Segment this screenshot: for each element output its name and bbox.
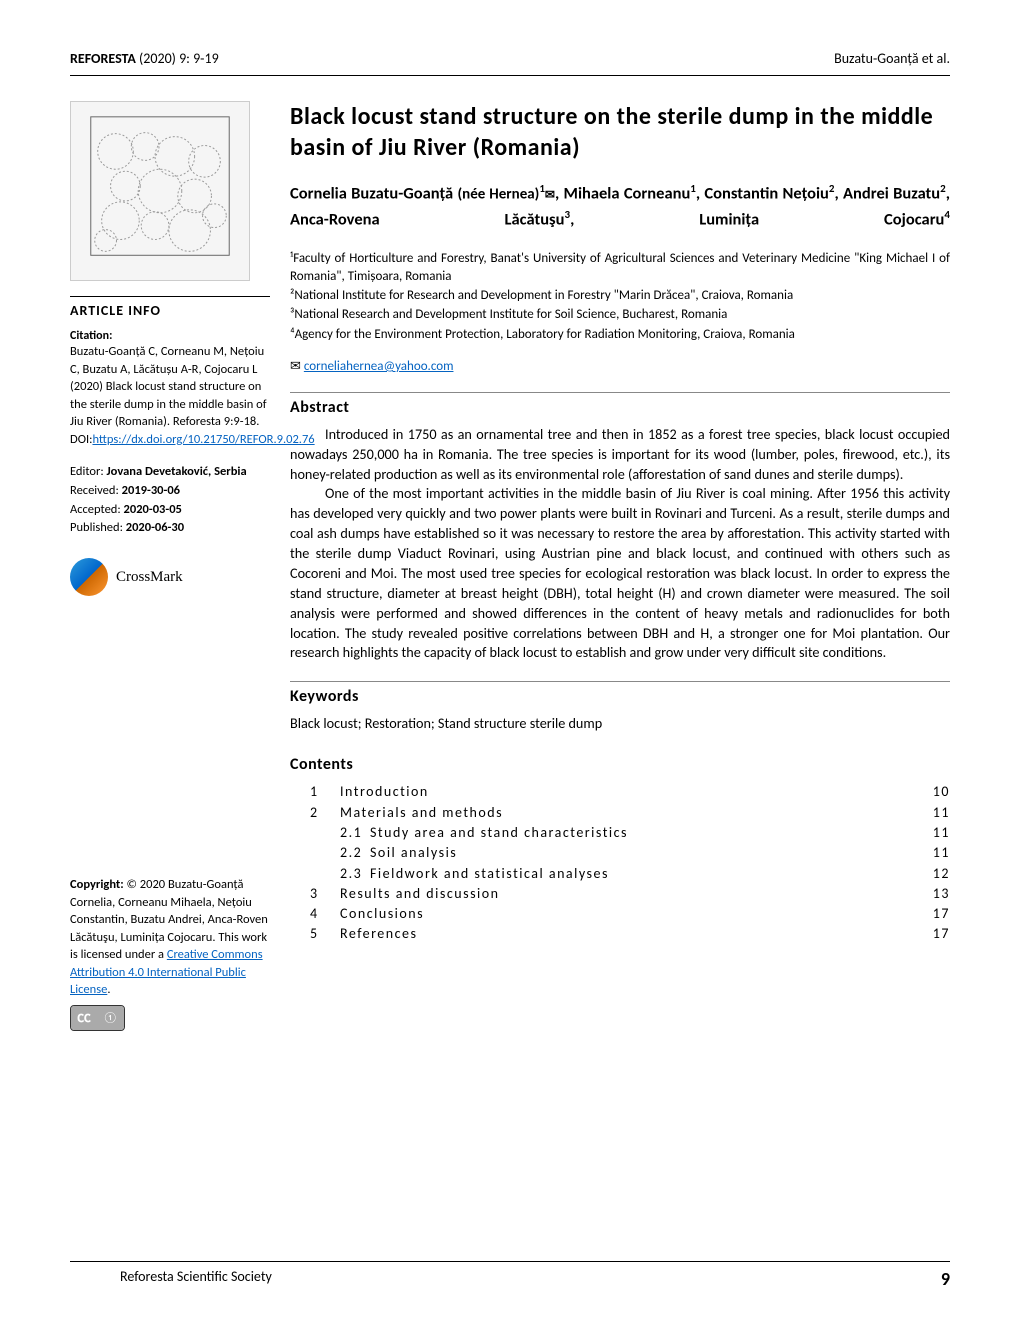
contents-title: Introduction [340,782,910,802]
affiliation-2: ²National Institute for Research and Dev… [290,287,950,305]
keywords: Black locust; Restoration; Stand structu… [290,714,950,732]
contents-row: 2.1 Study area and stand characteristics… [290,823,950,843]
contents-row: 2 Materials and methods 11 [290,803,950,823]
main-container: ARTICLE INFO Citation: Buzatu-Goanță C, … [70,101,950,1031]
contents-page: 13 [910,884,950,904]
contents-page: 11 [910,803,950,823]
editorial-block: Editor: Jovana Devetaković, Serbia Recei… [70,463,270,538]
affiliation-4: ⁴Agency for the Environment Protection, … [290,326,950,344]
affiliation-1: ¹Faculty of Horticulture and Forestry, B… [290,250,950,286]
abstract-p2: One of the most important activities in … [290,484,950,663]
cc-person-icon: ① [97,1006,124,1030]
contents-title: Conclusions [340,904,910,924]
content: Black locust stand structure on the ster… [290,101,950,1031]
accepted-date: 2020-03-05 [124,502,182,517]
authors: Cornelia Buzatu-Goanță (née Hernea)1✉, M… [290,181,950,232]
sidebar: ARTICLE INFO Citation: Buzatu-Goanță C, … [70,101,270,1031]
contents-subnum: 2.2 [290,843,370,863]
contents-subnum: 2.3 [290,864,370,884]
journal-name: REFORESTA [70,50,136,67]
citation-label: Citation: [70,329,270,343]
citation-block: Buzatu-Goanță C, Corneanu M, Nețoiu C, B… [70,343,270,448]
header-left: REFORESTA (2020) 9: 9-19 [70,50,219,67]
contents-list: 1 Introduction 10 2 Materials and method… [290,782,950,944]
contents-num: 2 [290,803,340,823]
abstract: Introduced in 1750 as an ornamental tree… [290,425,950,664]
contents-title: References [340,924,910,944]
editor-label: Editor: [70,464,107,479]
editor-name: Jovana Devetaković, Serbia [107,464,247,479]
contents-num: 5 [290,924,340,944]
contents-subnum: 2.1 [290,823,370,843]
corresponding-email: ✉ corneliahernea@yahoo.com [290,359,950,374]
keywords-heading: Keywords [290,681,950,706]
header-authors: Buzatu-Goanță et al. [834,50,950,67]
contents-title: Study area and stand characteristics [370,823,910,843]
abstract-heading: Abstract [290,392,950,417]
received-date: 2019-30-06 [122,483,180,498]
cc-icon: ㏄ [71,1006,97,1030]
published-date: 2020-06-30 [126,520,184,535]
contents-title: Soil analysis [370,843,910,863]
footer-page: 9 [941,1268,950,1290]
contents-row: 3 Results and discussion 13 [290,884,950,904]
contents-num: 1 [290,782,340,802]
contents-row: 2.2 Soil analysis 11 [290,843,950,863]
header-citation: (2020) 9: 9-19 [136,50,219,67]
contents-title: Fieldwork and statistical analyses [370,864,910,884]
contents-row: 2.3 Fieldwork and statistical analyses 1… [290,864,950,884]
crossmark[interactable]: CrossMark [70,558,270,596]
contents-page: 11 [910,823,950,843]
footer-society: Reforesta Scientific Society [70,1268,272,1290]
contents-page: 10 [910,782,950,802]
contents-title: Results and discussion [340,884,910,904]
contents-page: 11 [910,843,950,863]
article-info-label: ARTICLE INFO [70,296,270,319]
article-title: Black locust stand structure on the ster… [290,101,950,163]
affiliations: ¹Faculty of Horticulture and Forestry, B… [290,250,950,344]
published-label: Published: [70,520,126,535]
contents-row: 5 References 17 [290,924,950,944]
crossmark-text: CrossMark [116,569,183,586]
contents-page: 17 [910,904,950,924]
email-link[interactable]: corneliahernea@yahoo.com [304,359,454,374]
copyright-block: Copyright: © 2020 Buzatu-Goanță Cornelia… [70,876,270,1031]
contents-page: 17 [910,924,950,944]
accepted-label: Accepted: [70,502,124,517]
doi-link[interactable]: https://dx.doi.org/10.21750/REFOR.9.02.7… [92,432,314,447]
contents-row: 4 Conclusions 17 [290,904,950,924]
contents-row: 1 Introduction 10 [290,782,950,802]
graphical-abstract-thumb [70,101,250,281]
contents-heading: Contents [290,750,950,774]
contents-title: Materials and methods [340,803,910,823]
contents-num: 4 [290,904,340,924]
header: REFORESTA (2020) 9: 9-19 Buzatu-Goanță e… [70,50,950,76]
contents-page: 12 [910,864,950,884]
copyright-period: . [107,982,110,997]
contents-num: 3 [290,884,340,904]
abstract-p1: Introduced in 1750 as an ornamental tree… [290,425,950,485]
envelope-icon: ✉ [290,359,304,374]
cc-badge: ㏄ ① [70,1005,125,1031]
footer: Reforesta Scientific Society 9 [70,1261,950,1290]
crossmark-icon [70,558,108,596]
affiliation-3: ³National Research and Development Insti… [290,306,950,324]
received-label: Received: [70,483,122,498]
